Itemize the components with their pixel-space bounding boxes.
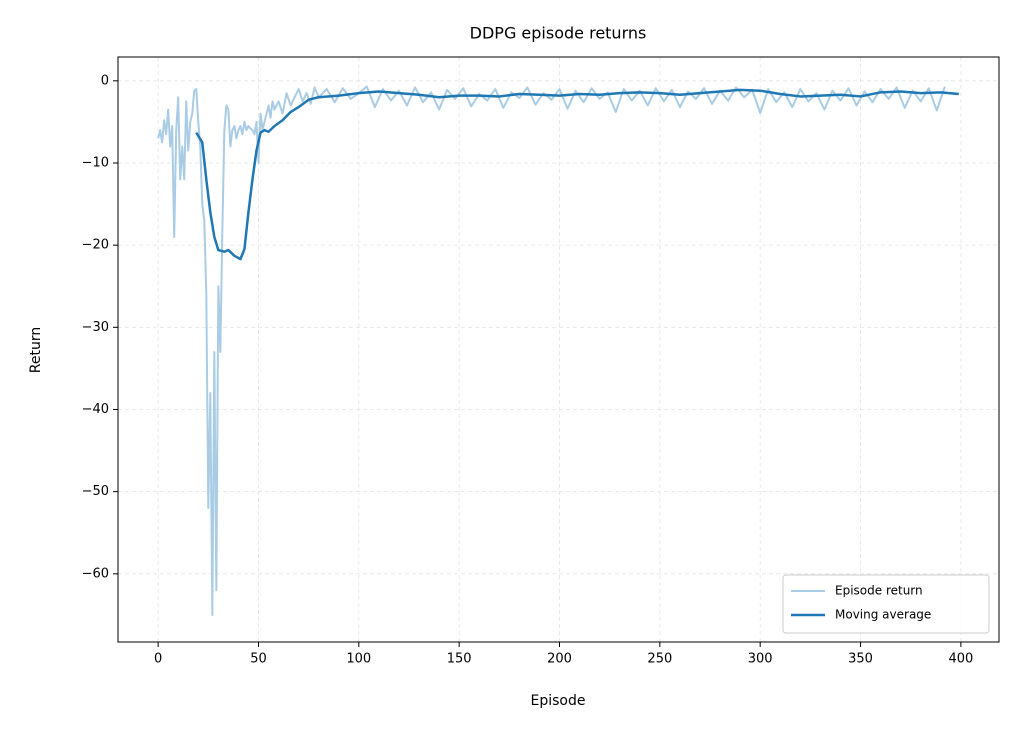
y-tick-label: −20 (82, 238, 109, 253)
y-tick-label: −10 (82, 155, 109, 170)
legend-label: Moving average (835, 608, 931, 622)
x-tick-label: 350 (848, 652, 873, 667)
x-axis-label: Episode (531, 693, 586, 709)
x-tick-label: 100 (346, 652, 371, 667)
y-axis-label: Return (28, 327, 44, 373)
x-tick-label: 0 (154, 652, 162, 667)
series-line (195, 88, 959, 261)
legend-label: Episode return (835, 584, 923, 598)
chart-title: DDPG episode returns (470, 24, 647, 43)
plot-frame (117, 56, 1000, 643)
x-tick-label: 150 (447, 652, 472, 667)
y-tick-label: −30 (82, 320, 109, 335)
y-tick-label: 0 (101, 73, 109, 88)
y-tick-label: −50 (82, 484, 109, 499)
x-tick-label: 300 (748, 652, 773, 667)
y-tick-label: −40 (82, 402, 109, 417)
x-tick-label: 250 (647, 652, 672, 667)
y-tick-label: −60 (82, 566, 109, 581)
x-tick-label: 50 (250, 652, 267, 667)
series-line (157, 85, 946, 616)
legend-box (782, 574, 990, 634)
x-tick-label: 400 (948, 652, 973, 667)
x-tick-label: 200 (547, 652, 572, 667)
